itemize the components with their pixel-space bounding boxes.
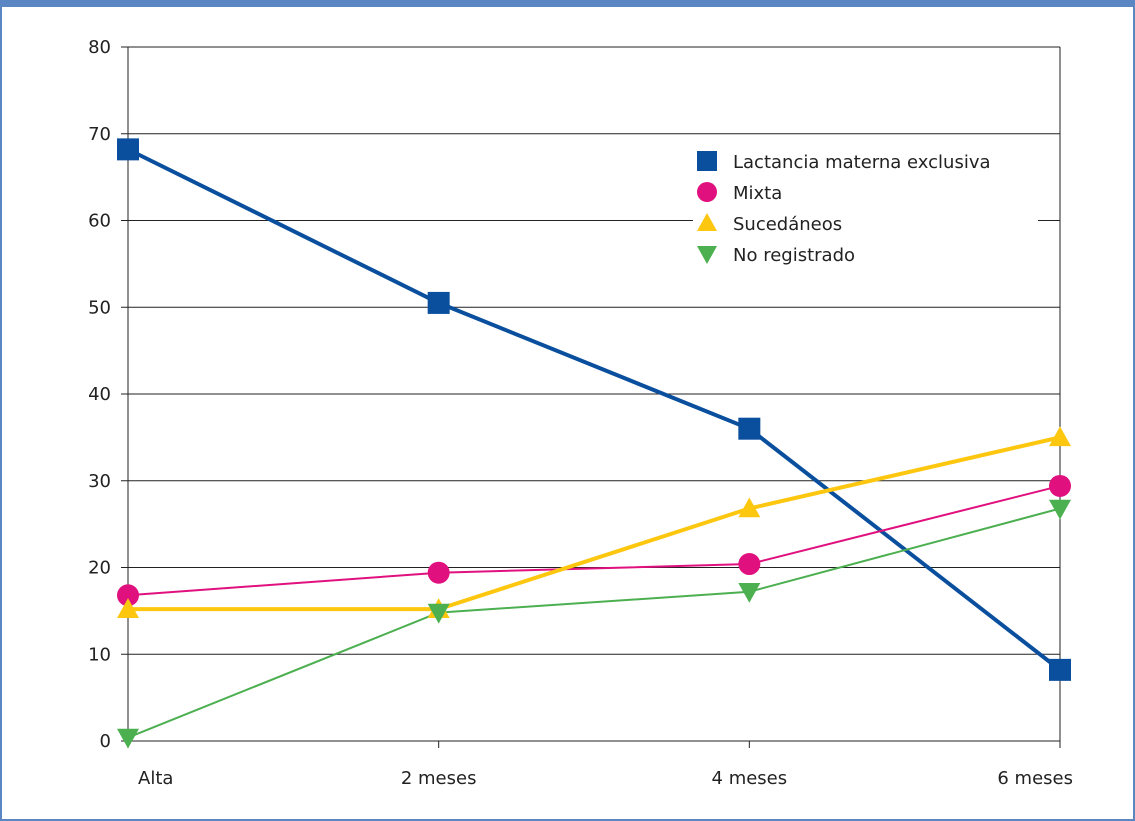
data-point-s0-3 <box>1049 658 1071 681</box>
figure-header-bar <box>0 0 1135 7</box>
series-line-3 <box>127 507 1061 739</box>
y-tick-label: 30 <box>88 471 111 492</box>
legend-label: No registrado <box>733 245 855 266</box>
y-tick-label: 40 <box>88 384 111 405</box>
x-tick-label: 2 meses <box>401 768 477 789</box>
data-point-s3-2 <box>738 582 761 603</box>
y-tick-label: 50 <box>88 297 111 318</box>
data-point-s3-1 <box>427 603 450 624</box>
legend-marker-3 <box>697 246 717 264</box>
y-tick-label: 60 <box>88 211 111 232</box>
data-point-s3-0 <box>117 728 139 749</box>
legend-label: Lactancia materna exclusiva <box>733 152 991 173</box>
x-tick-labels: Alta 2 meses 4 meses 6 meses <box>138 768 1073 789</box>
y-tick-label: 0 <box>100 731 111 752</box>
data-point-s1-2 <box>738 553 761 576</box>
series-markers <box>117 138 1071 749</box>
y-tick-label: 70 <box>88 124 111 145</box>
x-tick-label: 6 meses <box>997 768 1073 789</box>
data-point-s1-1 <box>427 561 450 584</box>
x-tick-label: 4 meses <box>712 768 788 789</box>
data-point-s2-3 <box>1049 426 1071 447</box>
legend-marker-0 <box>697 151 717 171</box>
legend: Lactancia materna exclusiva Mixta Sucedáne… <box>693 145 1038 269</box>
series-line-1 <box>127 484 1061 597</box>
y-tick-label: 10 <box>88 644 111 665</box>
legend-label: Mixta <box>733 183 782 204</box>
series-line-2 <box>128 435 1061 612</box>
data-point-s2-0 <box>117 598 139 618</box>
y-tick-label: 20 <box>88 558 111 579</box>
data-point-s0-0 <box>117 138 139 161</box>
data-point-s0-2 <box>738 417 761 440</box>
data-point-s1-3 <box>1049 474 1071 497</box>
data-point-s1-0 <box>117 584 139 607</box>
y-tick-label: 80 <box>88 37 111 58</box>
legend-background <box>693 145 1038 269</box>
x-tick-label: Alta <box>138 768 173 789</box>
data-point-s2-2 <box>738 497 761 518</box>
data-point-s3-3 <box>1049 499 1071 520</box>
axes <box>121 46 1061 748</box>
legend-marker-1 <box>697 182 717 202</box>
legend-marker-2 <box>697 213 717 231</box>
series-lines <box>127 147 1062 739</box>
legend-label: Sucedáneos <box>733 214 842 235</box>
data-point-s0-1 <box>427 291 450 314</box>
y-tick-labels: 0 10 20 30 40 50 60 70 80 <box>88 37 111 752</box>
